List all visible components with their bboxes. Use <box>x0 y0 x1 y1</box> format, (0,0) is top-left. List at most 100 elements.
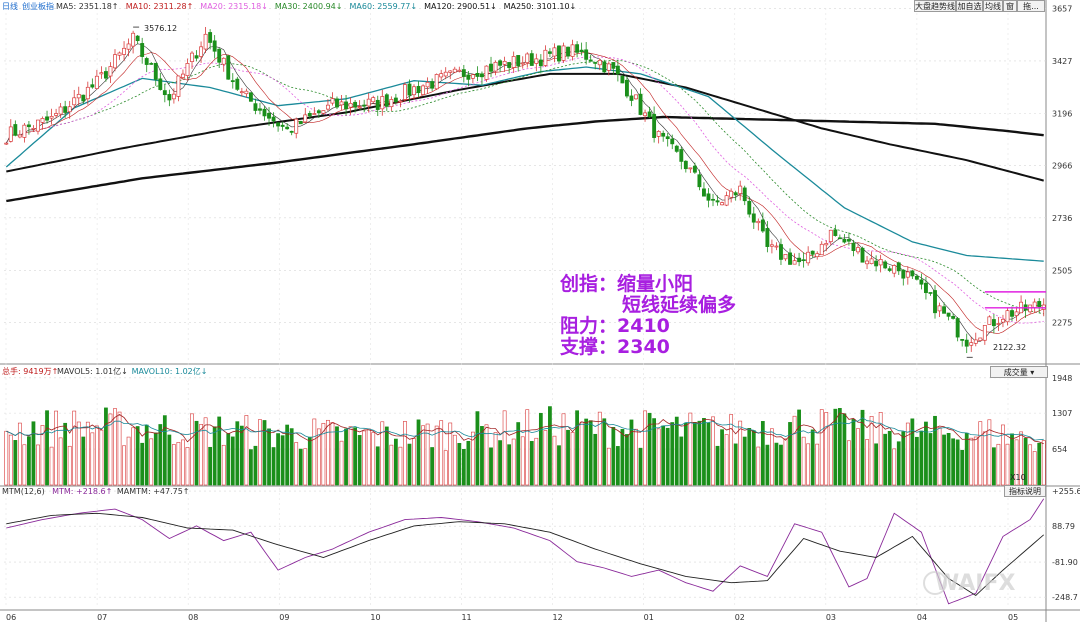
candle-body <box>756 220 761 224</box>
candle-body <box>221 57 226 65</box>
volume-bar <box>480 426 484 486</box>
candle-body <box>643 112 647 117</box>
volume-bar <box>606 447 611 486</box>
volume-bar <box>679 436 684 486</box>
volume-bar <box>575 410 579 486</box>
volume-bar <box>869 416 874 486</box>
candle-body <box>439 73 444 78</box>
candle-body <box>837 237 842 240</box>
volume-tick-label: 654 <box>1052 445 1067 454</box>
volume-bar <box>153 432 158 486</box>
volume-bar <box>674 416 679 486</box>
volume-bar <box>471 431 475 486</box>
candle-body <box>706 193 711 201</box>
volume-bar <box>638 447 643 486</box>
candle-body <box>81 94 86 102</box>
volume-bar <box>421 425 425 486</box>
volume-bar <box>398 446 403 486</box>
candle-body <box>692 165 697 173</box>
legend-item: MAMTM: +47.75↑ <box>117 487 190 496</box>
candle-body <box>434 74 439 90</box>
candle-body <box>412 86 416 96</box>
candle-body <box>466 74 471 80</box>
volume-bar <box>194 420 199 486</box>
volume-bar <box>475 411 480 486</box>
volume-bar <box>212 426 217 486</box>
volume-bar <box>588 420 593 486</box>
volume-bar <box>94 425 99 486</box>
volume-bar <box>1005 443 1010 486</box>
volume-bar <box>978 421 983 486</box>
candle-body <box>937 305 942 312</box>
candle-body <box>557 45 561 62</box>
volume-bar <box>665 427 670 486</box>
volume-bar <box>851 419 856 486</box>
candle-body <box>131 32 136 47</box>
volume-bar <box>316 428 321 486</box>
volume-bar <box>874 443 878 486</box>
candle-body <box>185 63 190 77</box>
candle-body <box>217 48 222 63</box>
volume-bar <box>8 434 13 486</box>
candle-body <box>887 268 892 271</box>
volume-bar <box>239 425 244 486</box>
volume-bar <box>529 441 534 486</box>
volume-bar <box>380 421 385 486</box>
candle-body <box>765 228 770 247</box>
candle-body <box>964 339 969 347</box>
candle-body <box>13 124 18 136</box>
candle-body <box>946 312 951 317</box>
drag-button[interactable]: 拖... <box>1017 0 1045 12</box>
window-button[interactable]: 窗 <box>1003 0 1017 12</box>
indicator-help-button[interactable]: 指标说明 <box>1004 485 1046 497</box>
overlay-button[interactable]: 均线 <box>983 0 1003 12</box>
chevron-down-icon: ▾ <box>1030 368 1035 377</box>
candle-body <box>316 110 321 114</box>
candle-body <box>570 44 575 57</box>
volume-bar <box>905 422 910 486</box>
ma120-line <box>6 72 1044 182</box>
candle-body <box>860 247 865 263</box>
candle-body <box>203 33 208 50</box>
candle-body <box>162 90 167 96</box>
candle-body <box>461 69 466 77</box>
candle-body <box>647 111 652 118</box>
candle-body <box>190 52 194 62</box>
candle-body <box>991 319 996 327</box>
add-favorite-button[interactable]: 加自选 <box>956 0 983 12</box>
candle-body <box>271 116 276 122</box>
candle-body <box>901 269 906 279</box>
candle-body <box>543 49 548 66</box>
volume-bar <box>185 447 190 486</box>
candle-body <box>366 98 371 107</box>
candle-body <box>194 55 199 59</box>
candle-body <box>869 258 874 265</box>
candle-body <box>380 96 385 110</box>
volume-bar <box>516 422 521 486</box>
volume-bar <box>837 408 842 486</box>
volume-bar <box>819 409 824 486</box>
candle-body <box>924 282 928 294</box>
candle-body <box>117 52 122 56</box>
mavol10-line <box>6 417 1044 441</box>
candle-body <box>711 198 715 201</box>
candle-body <box>584 49 589 60</box>
volume-bar <box>1001 424 1005 486</box>
candle-body <box>448 70 453 73</box>
volume-bar <box>810 429 815 486</box>
candle-body <box>371 97 376 103</box>
trend-line-button[interactable]: 大盘趋势线 <box>914 0 956 12</box>
volume-bar <box>167 434 172 486</box>
candle-body <box>321 110 326 114</box>
candle-body <box>244 90 249 95</box>
volume-bar <box>942 434 946 486</box>
volume-bar <box>489 447 493 486</box>
candle-body <box>176 75 181 97</box>
candle-body <box>493 61 498 72</box>
candle-body <box>525 53 530 63</box>
indicator-dropdown[interactable]: 成交量 ▾ <box>990 366 1048 378</box>
candle-body <box>534 58 539 64</box>
candle-body <box>103 71 108 79</box>
volume-bar <box>969 437 974 486</box>
